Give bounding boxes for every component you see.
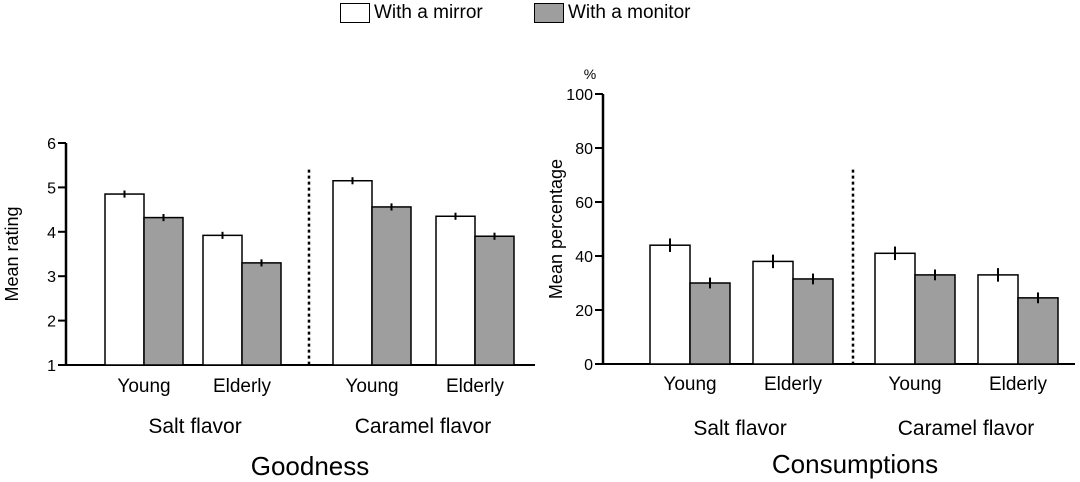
chart1-bar-mirror: [874, 252, 916, 365]
chart1-bar-monitor: [689, 282, 731, 365]
chart0-group-label: Caramel flavor: [355, 415, 492, 438]
chart0-ytick-label: 6: [47, 136, 56, 153]
chart0-bar-monitor: [241, 262, 282, 366]
chart1-category-label: Elderly: [764, 374, 823, 395]
chart1-group-label: Salt flavor: [693, 417, 786, 440]
legend-label-mirror: With a mirror: [374, 2, 483, 23]
chart0-ytick-label: 3: [47, 269, 56, 286]
chart1-bar-monitor: [1017, 297, 1059, 365]
chart1-category-label: Young: [663, 374, 716, 395]
chart0-category-label: Young: [345, 376, 398, 397]
legend: With a mirror With a monitor: [0, 0, 1080, 30]
legend-swatch-monitor: [534, 3, 564, 23]
chart0-ytick-label: 1: [47, 358, 56, 375]
legend-item-monitor: With a monitor: [534, 2, 690, 24]
chart0-category-label: Elderly: [446, 376, 505, 397]
chart1-bar-monitor: [914, 274, 956, 365]
chart0-bar-mirror: [202, 234, 243, 366]
chart0-group-label: Salt flavor: [148, 415, 241, 438]
chart1-bar-mirror: [977, 274, 1019, 365]
chart0-bar-mirror: [332, 179, 373, 366]
chart0-bar-monitor: [143, 216, 184, 366]
chart0-y-axis-label: Mean rating: [2, 206, 22, 301]
chart1-bar-mirror: [649, 244, 691, 365]
chart0-bar-mirror: [104, 193, 145, 366]
chart1-bar-monitor: [792, 278, 834, 365]
chart1-ytick-label: 80: [575, 141, 593, 158]
chart0-ytick-label: 4: [47, 225, 56, 242]
chart1-ytick-label: 20: [575, 303, 593, 320]
legend-swatch-mirror: [340, 3, 370, 23]
chart1-ytick-label: 40: [575, 249, 593, 266]
chart0-ytick-label: 5: [47, 180, 56, 197]
legend-label-monitor: With a monitor: [568, 2, 691, 23]
chart0-bar-monitor: [371, 206, 412, 366]
chart1-ytick-label: 0: [584, 357, 593, 374]
chart1-category-label: Young: [888, 374, 941, 395]
chart1-y-axis-label: Mean percentage: [546, 159, 566, 299]
legend-item-mirror: With a mirror: [340, 2, 483, 24]
chart1-ytick-label: 100: [566, 87, 593, 104]
chart0-bar-monitor: [474, 235, 515, 366]
chart1-unit-label: %: [584, 66, 596, 82]
chart1-title: Consumptions: [772, 449, 938, 479]
chart0-ytick-label: 2: [47, 314, 56, 331]
chart0-category-label: Young: [117, 376, 170, 397]
chart1-group-label: Caramel flavor: [898, 417, 1035, 440]
chart0-title: Goodness: [251, 451, 370, 481]
chart0-category-label: Elderly: [213, 376, 272, 397]
chart1-category-label: Elderly: [989, 374, 1048, 395]
chart1-ytick-label: 60: [575, 195, 593, 212]
chart1-bar-mirror: [752, 260, 794, 365]
chart0-bar-mirror: [435, 215, 476, 366]
